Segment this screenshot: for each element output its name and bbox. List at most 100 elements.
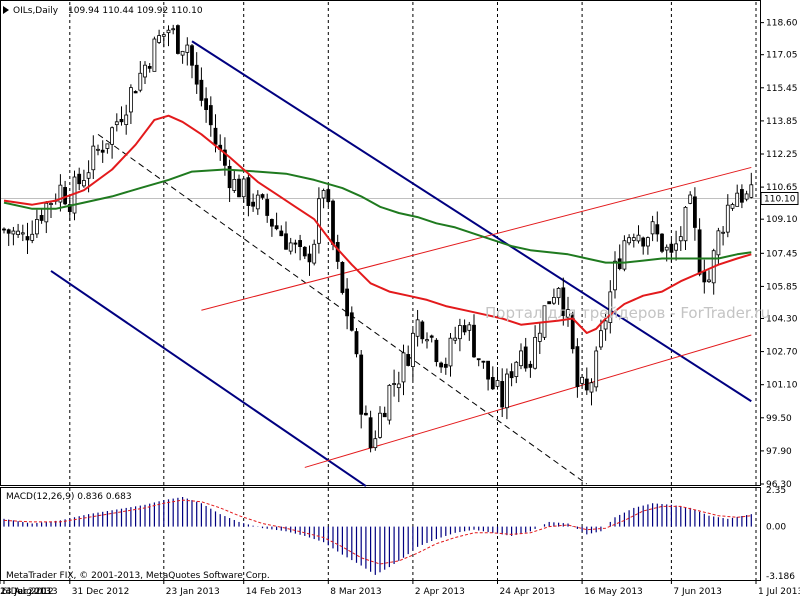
candle-bull xyxy=(86,172,91,179)
candle-bull xyxy=(166,29,171,34)
candle-bull xyxy=(373,438,378,449)
candle-bear xyxy=(6,229,11,234)
candle-bear xyxy=(575,346,580,388)
candle-bear xyxy=(509,371,514,379)
candle-bear xyxy=(476,358,481,361)
candle-bull xyxy=(157,35,162,43)
candle-bear xyxy=(697,229,702,275)
candle-bull xyxy=(504,373,509,409)
candle-bear xyxy=(490,377,495,390)
candle-bull xyxy=(171,28,176,31)
candle-bull xyxy=(514,361,519,378)
candle-bear xyxy=(100,149,105,153)
candle-bull xyxy=(161,34,166,37)
candle-bear xyxy=(39,215,44,221)
candle-bear xyxy=(227,165,232,189)
candle-bull xyxy=(636,234,641,242)
candle-bear xyxy=(119,118,124,123)
price-tick-label: 113.85 xyxy=(766,117,798,127)
price-tick-label: 104.30 xyxy=(766,314,798,324)
time-tick-label: 7 Jun 2013 xyxy=(673,587,721,597)
channel-down-upper xyxy=(191,40,752,403)
macd-signal-line xyxy=(3,499,752,565)
candle-bear xyxy=(204,98,209,110)
candle-bull xyxy=(631,237,636,241)
candle-bull xyxy=(533,336,537,369)
candle-bull xyxy=(448,337,453,367)
macd-tick-label: 0.00 xyxy=(766,523,786,533)
candle-bear xyxy=(199,79,204,101)
candle-bull xyxy=(110,127,114,145)
candle-bull xyxy=(650,221,655,235)
price-tick-label: 101.10 xyxy=(766,381,798,391)
candle-bull xyxy=(105,143,110,149)
macd-tick-label: 2.35 xyxy=(766,486,786,496)
macd-tick-label: -3.186 xyxy=(766,572,795,582)
candle-bear xyxy=(175,25,180,54)
candle-bull xyxy=(674,243,678,251)
candle-bull xyxy=(316,198,321,244)
candle-bull xyxy=(11,230,16,235)
candle-bear xyxy=(213,127,218,145)
candle-bull xyxy=(613,260,617,291)
candle-bull xyxy=(392,383,397,385)
price-axis[interactable]: 118.60 117.05 115.45 113.85 112.25 110.65 109.… xyxy=(760,19,798,490)
candle-bear xyxy=(326,189,331,203)
last-price-tag: 110.10 xyxy=(760,191,799,205)
symbol-label: OILs,Daily xyxy=(13,6,59,16)
price-tick-label: 117.05 xyxy=(766,51,798,61)
channel-down-lower xyxy=(50,270,367,487)
candle-bull xyxy=(387,384,392,421)
price-tick-label: 110.65 xyxy=(766,183,798,193)
candle-bull xyxy=(566,309,570,318)
candle-bull xyxy=(143,64,147,78)
candle-bull xyxy=(735,192,740,207)
candle-bull xyxy=(255,194,260,210)
candle-bull xyxy=(608,291,613,323)
price-tick-label: 118.60 xyxy=(766,19,798,29)
candle-bear xyxy=(486,360,491,380)
candle-bull xyxy=(556,287,561,299)
candle-bull xyxy=(744,193,749,200)
candle-bull xyxy=(725,204,730,233)
time-tick-label: 2 Apr 2013 xyxy=(415,587,465,597)
candle-bear xyxy=(345,288,350,317)
time-axis[interactable]: 6 Dec 2012 31 Dec 2012 23 Jan 2013 14 Feb 2… xyxy=(0,580,800,597)
candle-bull xyxy=(580,376,584,384)
vertical-grid xyxy=(1,2,760,580)
candle-bull xyxy=(730,204,735,209)
candle-bull xyxy=(82,180,86,187)
candle-bear xyxy=(406,354,411,366)
candle-bear xyxy=(77,173,82,185)
candle-bear xyxy=(331,200,335,245)
candle-bear xyxy=(222,149,227,166)
candle-bear xyxy=(246,177,251,206)
candle-bull xyxy=(415,319,420,337)
candle-bull xyxy=(425,339,429,342)
candle-bull xyxy=(30,233,35,241)
macd-group xyxy=(3,497,752,575)
time-tick-label: 1 Jul 2013 xyxy=(758,587,800,597)
candle-bear xyxy=(660,233,664,252)
macd-title: MACD(12,26,9) 0.836 0.683 xyxy=(6,492,132,502)
candle-bull xyxy=(646,237,650,247)
candle-bull xyxy=(678,236,683,242)
candle-bull xyxy=(58,184,63,203)
candle-bear xyxy=(434,339,439,363)
candle-bull xyxy=(716,230,721,256)
time-tick-label: 14 Feb 2013 xyxy=(246,587,302,597)
candle-bull xyxy=(321,190,326,199)
candle-bear xyxy=(279,230,284,237)
candle-bear xyxy=(2,228,6,231)
symbol-icon xyxy=(3,6,9,14)
candle-bull xyxy=(378,412,382,438)
candle-bull xyxy=(749,184,754,198)
candle-bear xyxy=(354,331,359,355)
time-tick-label: 23 Jul 2013 xyxy=(0,587,51,597)
time-tick-label: 16 May 2013 xyxy=(584,587,643,597)
candle-bull xyxy=(664,246,669,251)
candle-bull xyxy=(401,352,406,383)
svg-text:110.10: 110.10 xyxy=(764,194,796,204)
candle-bear xyxy=(443,363,448,368)
